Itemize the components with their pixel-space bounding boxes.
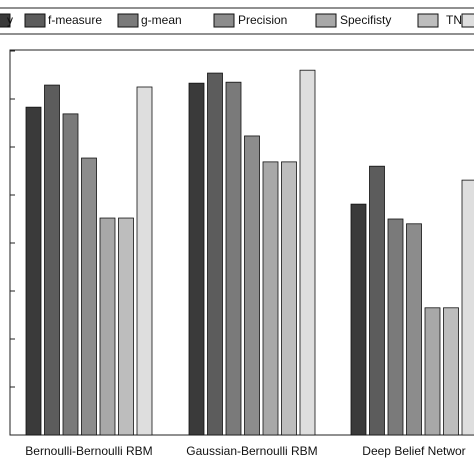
bar <box>99 217 116 436</box>
legend-frame <box>0 7 474 35</box>
bar <box>81 157 97 436</box>
bar <box>443 307 459 436</box>
legend-label: y <box>7 13 13 27</box>
x-tick-label: Gaussian-Bernoulli RBM <box>186 444 317 458</box>
legend-swatch <box>461 13 474 28</box>
x-tick-label: Bernoulli-Bernoulli RBM <box>25 444 152 458</box>
bar <box>118 217 134 436</box>
bar <box>299 69 316 436</box>
legend-label: g-mean <box>141 13 182 27</box>
legend-swatch <box>117 13 139 28</box>
bar <box>262 161 279 436</box>
bar <box>424 307 441 436</box>
bar <box>136 86 153 436</box>
bar <box>461 179 474 436</box>
legend-swatch <box>213 13 235 28</box>
legend-swatch <box>417 13 439 28</box>
bar <box>387 218 404 436</box>
bar <box>369 165 385 436</box>
bar <box>188 82 205 436</box>
bar <box>62 113 79 436</box>
legend-swatch <box>24 13 46 28</box>
bar <box>281 161 297 436</box>
x-tick-label: Deep Belief Networ <box>362 444 465 458</box>
bar <box>44 84 60 436</box>
bar <box>225 81 242 436</box>
bar <box>406 223 422 436</box>
bar <box>350 203 367 436</box>
legend-swatch <box>315 13 337 28</box>
bar <box>207 72 223 436</box>
plot-frame <box>9 49 474 436</box>
bar <box>25 106 42 436</box>
legend-label: Precision <box>238 13 287 27</box>
legend-label: f-measure <box>48 13 102 27</box>
legend-swatch <box>0 13 11 28</box>
bar <box>244 135 260 436</box>
legend-label: TN <box>446 13 462 27</box>
legend-label: Specifisty <box>340 13 391 27</box>
